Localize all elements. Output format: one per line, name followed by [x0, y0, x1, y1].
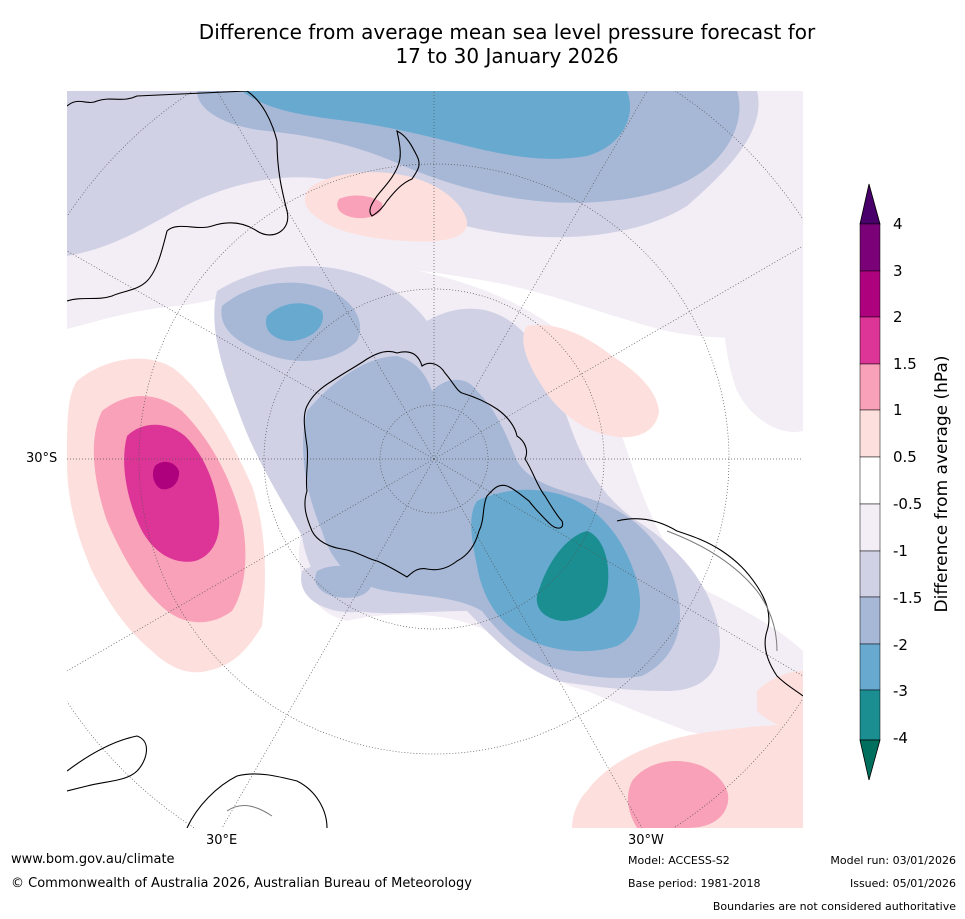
colorbar-tick-4: 4	[893, 215, 903, 233]
title-line-1: Difference from average mean sea level p…	[198, 20, 816, 44]
coast-madagascar	[186, 773, 328, 828]
polar-map	[67, 91, 803, 828]
colorbar-tick-1: 1	[893, 401, 903, 419]
colorbar-tick-2: 2	[893, 308, 903, 326]
boundaries-disclaimer: Boundaries are not considered authoritat…	[712, 900, 956, 913]
colorbar-neg3-to-neg4	[859, 689, 881, 741]
coast-australia	[67, 91, 289, 302]
colorbar-neg1-to-neg1_5	[859, 550, 881, 598]
coast-antarctica	[303, 350, 564, 578]
colorbar-1_5-to-2	[859, 316, 881, 365]
anomaly-neg3-ring	[265, 303, 323, 341]
issued-date: Issued: 05/01/2026	[849, 877, 956, 890]
colorbar-arrow-top	[859, 183, 881, 225]
colorbar-neg1_5-to-neg2	[859, 596, 881, 645]
anomaly-pos1-tasman	[304, 172, 468, 242]
coast-new-zealand	[369, 130, 420, 217]
anomaly-pos3-indianocean	[153, 461, 180, 490]
model-run-date: Model run: 03/01/2026	[830, 854, 956, 867]
colorbar-tick-neg0_5: -0.5	[893, 495, 923, 513]
anomaly-neg2-southwest	[315, 565, 372, 598]
coast-africa	[67, 735, 147, 792]
website-link[interactable]: www.bom.gov.au/climate	[11, 852, 175, 867]
base-period: Base period: 1981-2018	[628, 877, 761, 890]
anomaly-neg3-north	[242, 91, 631, 159]
colorbar-tick-neg3: -3	[893, 682, 908, 700]
title-line-2: 17 to 30 January 2026	[395, 44, 619, 68]
colorbar-tick-1_5: 1.5	[893, 355, 917, 373]
colorbar-arrow-bottom	[859, 739, 881, 781]
anomaly-pos1-eastedge	[757, 671, 803, 731]
colorbar-tick-neg2: -2	[893, 636, 908, 654]
colorbar-3-to-4	[859, 223, 881, 272]
lat-label-30s: 30°S	[26, 451, 58, 466]
anomaly-pos1-southpacific	[523, 325, 659, 438]
colorbar-neg2-to-neg3	[859, 643, 881, 691]
colorbar-2-to-3	[859, 270, 881, 318]
colorbar-tick-neg4: -4	[893, 729, 908, 747]
coastlines	[67, 91, 803, 828]
copyright-notice: © Commonwealth of Australia 2026, Austra…	[11, 876, 472, 891]
lon-label-30w: 30°W	[628, 833, 664, 848]
colorbar-neutral	[859, 456, 881, 505]
colorbar-title: Difference from average (hPa)	[932, 355, 952, 613]
colorbar	[859, 183, 881, 781]
colorbar-tick-3: 3	[893, 262, 903, 280]
colorbar-tick-0_5: 0.5	[893, 448, 917, 466]
colorbar-1-to-1_5	[859, 363, 881, 411]
coast-south-america	[616, 518, 803, 697]
colorbar-tick-neg1_5: -1.5	[893, 589, 923, 607]
colorbar-tick-neg1: -1	[893, 542, 908, 560]
anomaly-pos1_5-southamerica	[627, 761, 729, 828]
anomaly-neg1-northeast	[721, 187, 803, 432]
anomaly-neg4-southatlantic	[536, 531, 609, 621]
anomaly-pos1_5-tasman	[337, 195, 383, 219]
anomaly-pos2-indianocean	[124, 424, 220, 562]
country-borders	[226, 530, 778, 817]
colorbar-0_5-to-1	[859, 409, 881, 458]
border-africa	[226, 805, 273, 817]
graticule	[67, 91, 803, 828]
chart-title: Difference from average mean sea level p…	[0, 20, 965, 68]
model-name: Model: ACCESS-S2	[628, 854, 730, 867]
colorbar-neg0_5-to-neg1	[859, 503, 881, 552]
lon-label-30e: 30°E	[206, 833, 238, 848]
border-south-america	[666, 530, 778, 652]
